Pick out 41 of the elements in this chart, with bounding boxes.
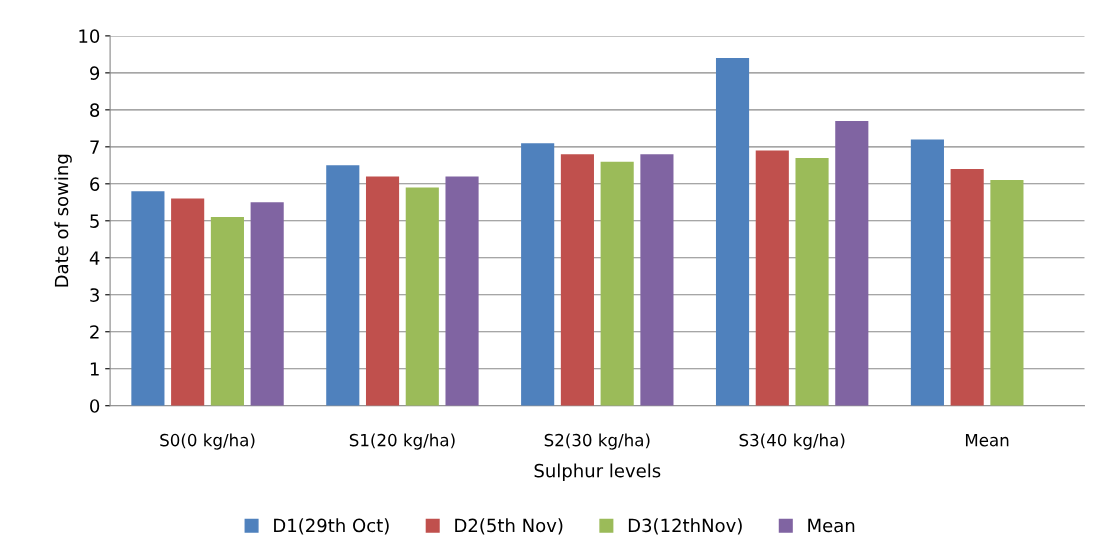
x-tick-label: S3(40 kg/ha) [739,433,845,450]
x-tick-label: S2(30 kg/ha) [544,433,650,450]
bar [755,150,789,406]
x-tick-label: Mean [965,434,1009,447]
bar [835,120,869,406]
y-tick-label: 8 [90,103,100,117]
y-tick-label: 5 [90,214,99,228]
bar [910,139,944,406]
bar [445,176,479,406]
x-axis-title: Sulphur levels [534,463,661,481]
y-tick-label: 3 [90,288,99,302]
y-tick-label: 4 [89,251,100,265]
legend-label: Mean [808,518,855,533]
y-tick-label: 7 [90,140,99,154]
y-tick-label: 9 [90,66,100,80]
bar [521,143,555,406]
y-tick-label: 10 [79,29,100,43]
bar [365,176,400,406]
bar [640,154,674,406]
bar [990,180,1024,406]
y-tick-label: 2 [90,325,99,339]
legend-label: D1(29th Oct) [274,518,389,535]
bar [715,58,750,406]
y-tick-label: 0 [90,399,100,413]
bar [326,165,360,406]
bar [560,154,594,406]
bar [405,187,439,406]
y-tick-label: 6 [90,177,100,191]
bar [795,157,829,406]
x-tick-label: S1(20 kg/ha) [349,433,455,450]
bar [950,169,984,406]
y-axis-title: Date of sowing [54,154,72,287]
bar [600,161,634,406]
bar [210,217,244,406]
bar [131,191,165,406]
x-tick-label: S0(0 kg/ha) [160,433,255,450]
bar [250,202,284,406]
legend-label: D3(12thNov) [628,518,742,535]
bar [171,198,205,406]
y-tick-label: 1 [90,362,99,376]
legend-label: D2(5th Nov) [455,518,563,535]
